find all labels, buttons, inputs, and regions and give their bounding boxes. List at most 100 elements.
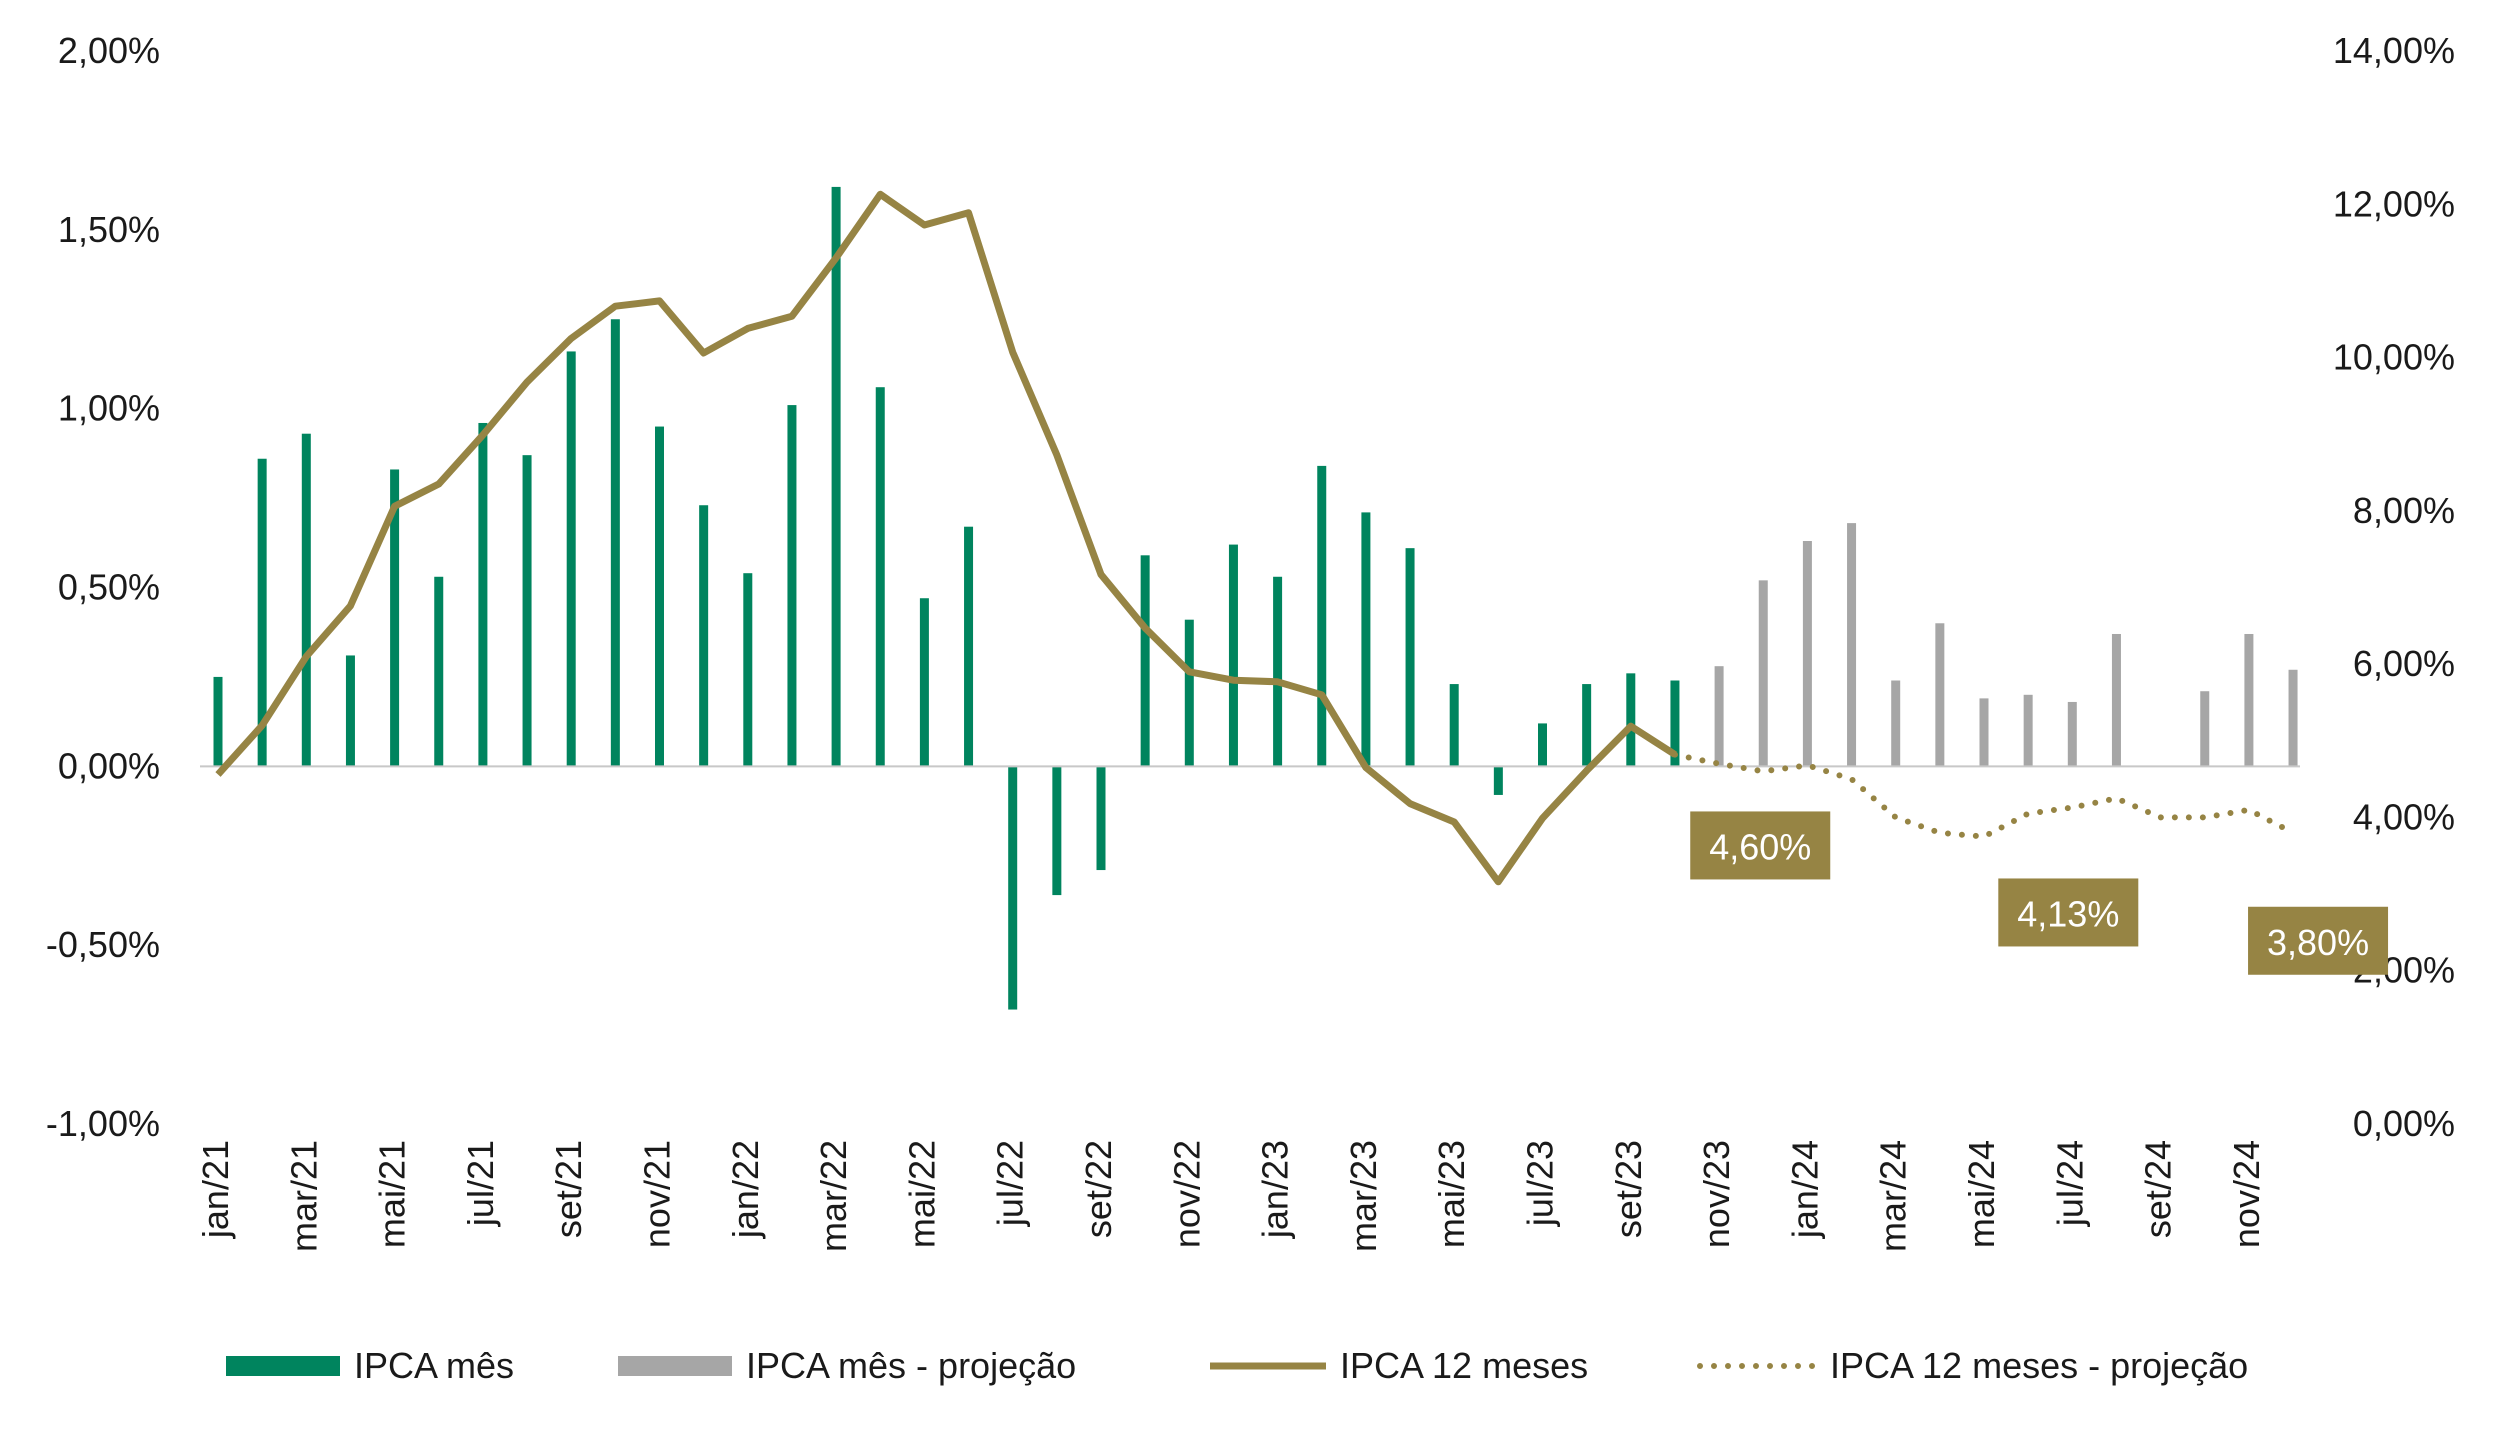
bar-ipca-mes — [213, 676, 223, 767]
right-axis-tick-label: 10,00% — [2333, 337, 2455, 378]
x-axis-tick-label: nov/22 — [1166, 1140, 1207, 1248]
legend-label: IPCA mês - projeção — [746, 1345, 1076, 1386]
callout-label: 4,13% — [2017, 893, 2119, 934]
bar-ipca-mes-projecao — [2288, 669, 2298, 767]
x-axis-tick-label: mar/22 — [813, 1140, 854, 1252]
legend-label: IPCA mês — [354, 1345, 514, 1386]
left-axis-tick-label: -1,00% — [46, 1103, 160, 1144]
x-axis-tick-label: mai/23 — [1431, 1140, 1472, 1248]
x-axis-tick-label: set/21 — [548, 1140, 589, 1238]
bar-ipca-mes — [257, 458, 267, 767]
bar-ipca-mes — [1228, 544, 1238, 767]
bar-ipca-mes — [1096, 766, 1106, 871]
x-axis-tick-label: set/24 — [2138, 1140, 2179, 1238]
bar-ipca-mes-projecao — [2244, 633, 2254, 767]
bar-ipca-mes-projecao — [2200, 691, 2210, 767]
callout-box — [2248, 906, 2389, 975]
legend-label: IPCA 12 meses — [1340, 1345, 1588, 1386]
bar-ipca-mes — [522, 455, 532, 767]
bar-ipca-mes-projecao — [2067, 701, 2077, 767]
legend-swatch-ipca-mes — [226, 1356, 340, 1376]
bar-ipca-mes — [345, 655, 355, 767]
legend: IPCA mês IPCA mês - projeção IPCA 12 meses… — [226, 1345, 2248, 1386]
line-series-group — [215, 190, 2296, 886]
x-axis: jan/21 mar/21 mai/21 jul/21 set/21 nov/21 jan/… — [195, 1140, 2267, 1252]
bar-ipca-mes — [787, 405, 797, 767]
bar-ipca-mes — [1582, 684, 1592, 767]
x-axis-tick-label: jan/21 — [195, 1140, 236, 1239]
x-axis-tick-label: mai/24 — [1961, 1140, 2002, 1248]
legend-swatch-ipca-mes-projecao — [618, 1356, 732, 1376]
bar-ipca-mes — [1626, 673, 1636, 767]
bar-ipca-mes — [1670, 680, 1680, 767]
left-axis-tick-label: 1,00% — [58, 388, 160, 429]
right-axis-tick-label: 0,00% — [2353, 1103, 2455, 1144]
bar-ipca-mes-projecao — [1847, 523, 1857, 767]
bar-ipca-mes — [831, 186, 841, 767]
bar-ipca-mes — [875, 387, 885, 767]
bar-ipca-mes — [434, 576, 444, 767]
bar-ipca-mes — [699, 505, 709, 767]
x-axis-tick-label: set/23 — [1608, 1140, 1649, 1238]
bar-ipca-mes — [655, 426, 664, 767]
bar-ipca-mes — [964, 526, 974, 767]
x-axis-tick-label: jul/21 — [460, 1140, 501, 1227]
bar-ipca-mes-projecao — [1758, 580, 1768, 767]
bar-ipca-mes — [1140, 555, 1150, 767]
x-axis-tick-label: jan/24 — [1784, 1140, 1825, 1239]
x-axis-tick-label: mai/22 — [901, 1140, 942, 1248]
bar-ipca-mes — [919, 598, 929, 767]
bar-ipca-mes — [1538, 723, 1547, 767]
right-y-axis: 14,00%12,00%10,00%8,00%6,00%4,00%2,00%0,… — [2333, 30, 2455, 1144]
bar-ipca-mes-projecao — [2023, 694, 2033, 767]
callout-label: 3,80% — [2267, 922, 2369, 963]
x-axis-tick-label: mar/24 — [1873, 1140, 1914, 1252]
bar-series-group — [213, 186, 2298, 1010]
bar-ipca-mes — [1317, 465, 1327, 767]
x-axis-tick-label: jul/24 — [2049, 1140, 2090, 1227]
x-axis-tick-label: nov/24 — [2226, 1140, 2267, 1248]
bar-ipca-mes — [390, 469, 400, 767]
x-axis-tick-label: mai/21 — [372, 1140, 413, 1248]
bar-ipca-mes-projecao — [1802, 541, 1812, 767]
right-axis-tick-label: 12,00% — [2333, 183, 2455, 224]
x-axis-tick-label: set/22 — [1078, 1140, 1119, 1238]
x-axis-tick-label: nov/23 — [1696, 1140, 1737, 1248]
left-y-axis: 2,00% 1,50% 1,00% 0,50% 0,00% -0,50% -1,00% — [46, 30, 160, 1144]
left-axis-tick-label: 1,50% — [58, 209, 160, 250]
callout-box — [1998, 878, 2139, 947]
bar-ipca-mes-projecao — [2111, 633, 2121, 767]
bar-ipca-mes-projecao — [1979, 698, 1989, 767]
bar-ipca-mes — [1361, 512, 1371, 767]
bar-ipca-mes — [1052, 766, 1062, 896]
bar-ipca-mes — [1449, 684, 1459, 767]
right-axis-tick-label: 8,00% — [2353, 490, 2455, 531]
right-axis-tick-label: 4,00% — [2353, 796, 2455, 837]
x-axis-tick-label: jul/22 — [990, 1140, 1031, 1227]
bar-ipca-mes — [743, 573, 753, 767]
legend-label: IPCA 12 meses - projeção — [1830, 1345, 2248, 1386]
right-axis-tick-label: 14,00% — [2333, 30, 2455, 71]
line-ipca-12-meses-projecao — [1672, 751, 2296, 840]
bar-ipca-mes — [1008, 766, 1018, 1010]
left-axis-tick-label: 0,00% — [58, 745, 160, 786]
left-axis-tick-label: 2,00% — [58, 30, 160, 71]
callout-group: 4,60% 4,13% 3,80% — [1690, 811, 2389, 975]
bar-ipca-mes — [1405, 548, 1415, 767]
left-axis-tick-label: 0,50% — [58, 567, 160, 608]
bar-ipca-mes — [1493, 766, 1503, 795]
bar-ipca-mes — [566, 351, 576, 767]
callout-box — [1690, 811, 1831, 880]
x-axis-tick-label: jan/22 — [725, 1140, 766, 1239]
bar-ipca-mes — [301, 433, 311, 767]
line-ipca-12-meses — [215, 190, 1677, 886]
bar-ipca-mes-projecao — [1891, 680, 1901, 767]
bar-ipca-mes — [1273, 576, 1283, 767]
bar-ipca-mes — [478, 422, 488, 767]
bar-ipca-mes-projecao — [1714, 666, 1724, 767]
right-axis-tick-label: 6,00% — [2353, 643, 2455, 684]
bar-ipca-mes — [610, 319, 620, 767]
x-axis-tick-label: mar/23 — [1343, 1140, 1384, 1252]
bar-ipca-mes-projecao — [1935, 623, 1945, 767]
